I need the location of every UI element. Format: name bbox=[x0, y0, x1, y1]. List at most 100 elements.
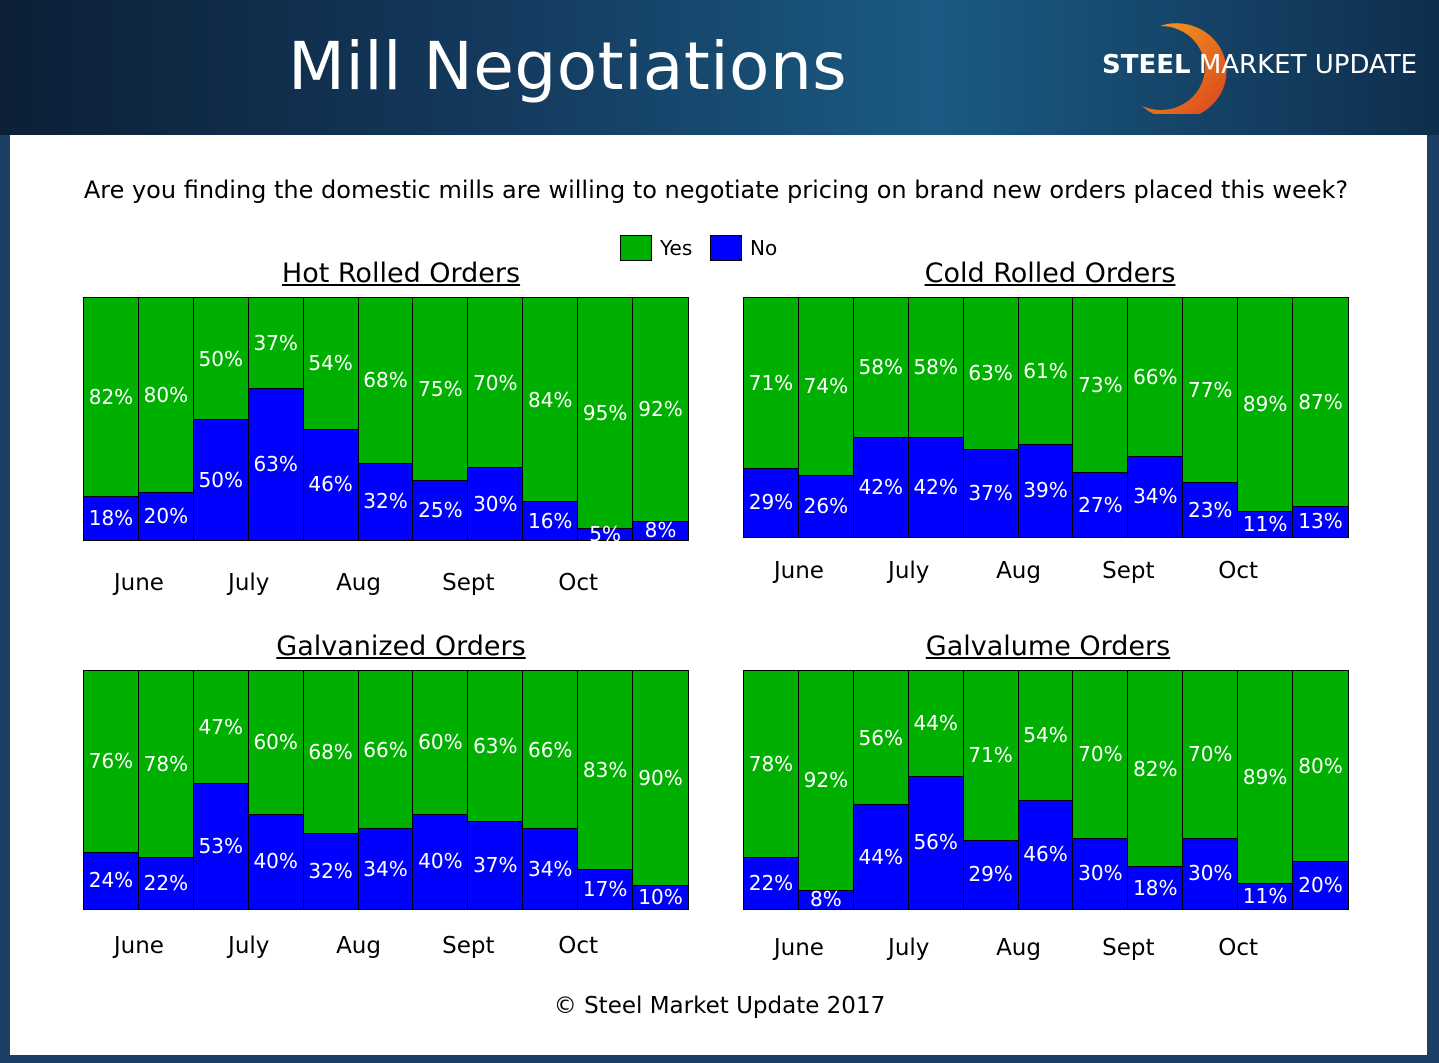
data-label-no: 37% bbox=[968, 480, 1013, 505]
data-label-no: 34% bbox=[1133, 484, 1178, 509]
data-label-yes: 68% bbox=[308, 739, 353, 764]
galvanized-orders-bar-10: 83% 17% bbox=[578, 671, 634, 909]
bar-segment-no bbox=[908, 775, 963, 909]
data-label-yes: 44% bbox=[913, 711, 958, 736]
data-label-no: 40% bbox=[253, 849, 298, 874]
data-label-yes: 70% bbox=[1187, 742, 1233, 767]
hot-rolled-orders-bar-7: 75% 25% bbox=[413, 298, 469, 540]
galvanized-orders-bar-6: 66% 34% bbox=[358, 671, 414, 909]
bar-segment-yes bbox=[1018, 671, 1073, 800]
month-label: Aug bbox=[336, 933, 381, 959]
data-label-no: 27% bbox=[1078, 492, 1123, 517]
data-label-yes: 83% bbox=[582, 757, 628, 782]
data-label-no: 5% bbox=[589, 521, 621, 546]
bar-segment-no bbox=[523, 828, 578, 909]
hot-rolled-orders-bar-5: 54% 46% bbox=[303, 298, 359, 540]
bar-segment-no bbox=[1128, 866, 1183, 909]
bar-segment-yes bbox=[523, 298, 578, 502]
hot-rolled-orders-bar-6: 68% 32% bbox=[358, 298, 414, 540]
data-label-yes: 71% bbox=[968, 743, 1013, 768]
data-label-no: 20% bbox=[1298, 873, 1343, 898]
legend-label-yes: Yes bbox=[660, 236, 693, 260]
bar-segment-no bbox=[1293, 861, 1348, 909]
bar-segment-no bbox=[1073, 837, 1128, 909]
bar-segment-no bbox=[248, 387, 303, 540]
galvanized-orders-bar-9: 66% 34% bbox=[523, 671, 579, 909]
bar-segment-yes bbox=[1128, 671, 1183, 867]
data-label-yes: 58% bbox=[858, 355, 903, 380]
data-label-no: 39% bbox=[1023, 478, 1068, 503]
bar-segment-yes bbox=[963, 671, 1018, 840]
bar-segment-yes bbox=[798, 671, 853, 890]
data-label-yes: 76% bbox=[88, 749, 134, 774]
data-label-yes: 75% bbox=[418, 376, 463, 401]
hot-rolled-orders-bar-10: 95% 5% bbox=[578, 298, 634, 544]
galvanized-orders-bar-1: 76% 24% bbox=[84, 671, 139, 909]
data-label-no: 18% bbox=[1133, 875, 1178, 900]
hot-rolled-orders-bar-3: 50% 50% bbox=[193, 298, 249, 540]
cold-rolled-orders-title: Cold Rolled Orders bbox=[924, 258, 1176, 289]
data-label-no: 30% bbox=[1187, 861, 1233, 886]
galvalume-orders-bar-6: 54% 46% bbox=[1018, 671, 1074, 909]
data-label-yes: 56% bbox=[858, 725, 903, 750]
bar-segment-no bbox=[1018, 799, 1073, 909]
data-label-yes: 87% bbox=[1298, 389, 1343, 414]
data-label-no: 53% bbox=[198, 833, 243, 858]
month-label: Aug bbox=[996, 935, 1041, 961]
bar-segment-yes bbox=[248, 671, 303, 814]
data-label-yes: 89% bbox=[1242, 764, 1288, 789]
bar-segment-yes bbox=[138, 671, 193, 857]
data-label-no: 42% bbox=[913, 474, 958, 499]
galvalume-orders-bar-1: 78% 22% bbox=[744, 671, 799, 909]
bar-segment-yes bbox=[853, 298, 908, 437]
bar-segment-yes bbox=[963, 298, 1018, 449]
data-label-no: 42% bbox=[858, 474, 903, 499]
data-label-yes: 74% bbox=[803, 374, 849, 399]
month-label: June bbox=[773, 558, 824, 584]
galvalume-orders-bar-11: 80% 20% bbox=[1293, 671, 1348, 909]
bar-segment-yes bbox=[633, 671, 688, 886]
data-label-yes: 70% bbox=[1078, 742, 1123, 767]
data-label-yes: 68% bbox=[363, 368, 408, 393]
bar-segment-no bbox=[744, 856, 798, 909]
data-label-no: 40% bbox=[418, 849, 463, 874]
data-label-yes: 66% bbox=[363, 737, 408, 762]
data-label-no: 29% bbox=[968, 862, 1013, 887]
bar-segment-yes bbox=[1183, 298, 1238, 483]
month-label: Sept bbox=[442, 570, 495, 596]
cold-rolled-orders-bar-10: 89% 11% bbox=[1238, 298, 1294, 537]
bar-segment-no bbox=[1238, 510, 1293, 537]
copyright-footer: © Steel Market Update 2017 bbox=[553, 993, 886, 1019]
bar-segment-no bbox=[413, 813, 468, 909]
bar-segment-yes bbox=[1293, 671, 1348, 862]
bar-segment-yes bbox=[908, 298, 963, 437]
data-label-yes: 78% bbox=[748, 751, 794, 776]
data-label-yes: 71% bbox=[748, 370, 794, 395]
data-label-no: 30% bbox=[473, 491, 518, 516]
bar-segment-yes bbox=[1238, 671, 1293, 883]
data-label-no: 34% bbox=[527, 856, 573, 881]
bar-segment-yes bbox=[468, 671, 523, 821]
cold-rolled-orders-bar-8: 66% 34% bbox=[1128, 298, 1184, 537]
data-label-no: 46% bbox=[308, 472, 353, 497]
month-label: July bbox=[888, 935, 930, 961]
galvanized-orders-bar-7: 60% 40% bbox=[413, 671, 469, 909]
galvalume-orders-title: Galvalume Orders bbox=[925, 631, 1171, 662]
bar-segment-yes bbox=[578, 671, 633, 869]
cold-rolled-orders-bar-1: 71% 29% bbox=[744, 298, 799, 537]
bar-segment-no bbox=[1128, 455, 1183, 537]
bar-segment-no bbox=[1238, 882, 1293, 909]
bar-segment-no bbox=[633, 520, 688, 540]
data-label-yes: 80% bbox=[143, 382, 189, 407]
bar-segment-no bbox=[1183, 482, 1238, 537]
bar-segment-yes bbox=[798, 298, 853, 475]
hot-rolled-orders-bar-11: 92% 8% bbox=[633, 298, 688, 540]
bar-segment-no bbox=[358, 828, 413, 909]
month-label: Oct bbox=[1218, 558, 1259, 584]
bar-segment-no bbox=[193, 419, 248, 540]
bar-segment-yes bbox=[193, 671, 248, 783]
data-label-yes: 78% bbox=[143, 751, 189, 776]
bar-segment-no bbox=[963, 839, 1018, 909]
bar-segment-no bbox=[303, 832, 358, 909]
galvalume-orders-bar-5: 71% 29% bbox=[963, 671, 1019, 909]
